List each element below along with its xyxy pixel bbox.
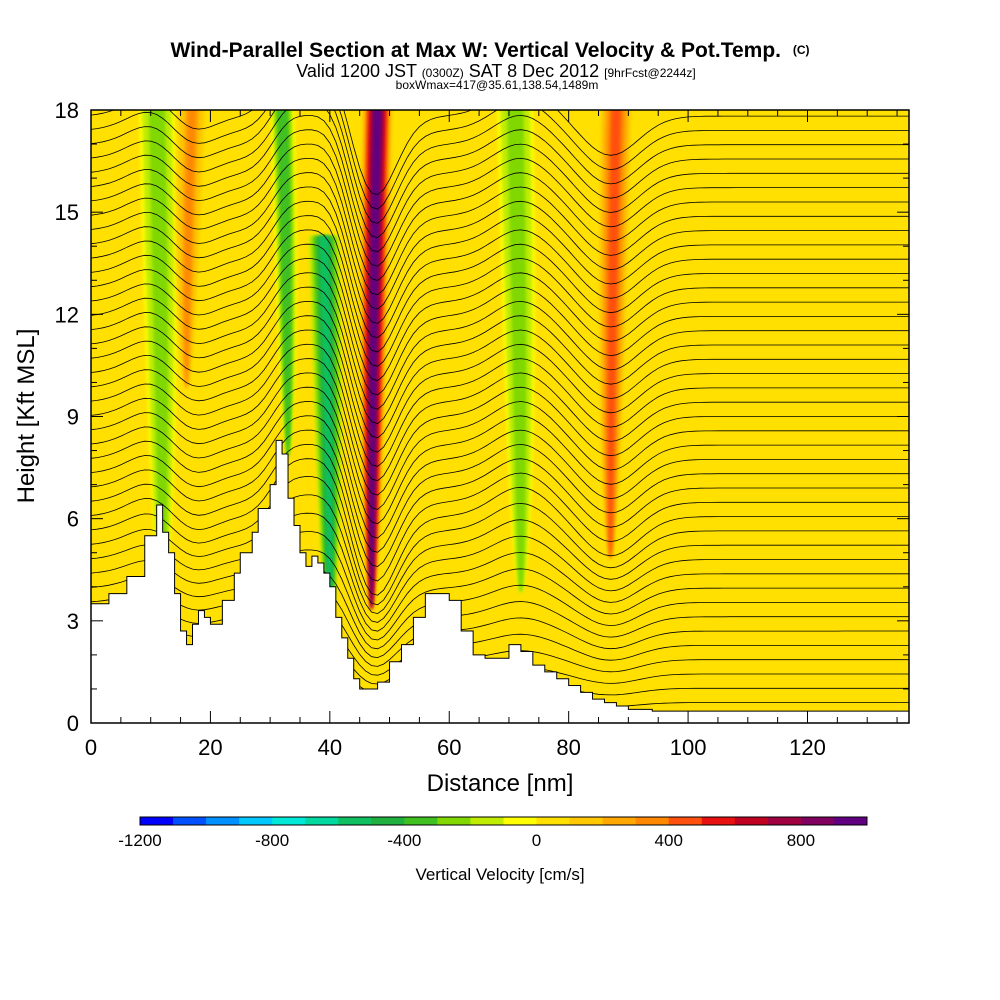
chart-subtitle: Valid 1200 JST (0300Z) SAT 8 Dec 2012 [9… (296, 61, 695, 81)
pot-temp-contour-line (91, 272, 909, 410)
colorbar (139, 816, 868, 826)
pot-temp-contour-line (91, 386, 909, 525)
pot-temp-contour-line (91, 443, 909, 582)
pot-temp-contour-line (91, 315, 909, 453)
colorbar-swatch (734, 817, 769, 825)
colorbar-swatch (635, 817, 670, 825)
pot-temp-contour-line (91, 215, 909, 353)
pot-temp-contour-line (91, 110, 909, 224)
potential-temperature-contours (91, 110, 909, 711)
colorbar-label: Vertical Velocity [cm/s] (415, 865, 584, 884)
colorbar-swatch (536, 817, 571, 825)
x-tick-label: 120 (789, 735, 826, 760)
x-tick-label: 100 (670, 735, 707, 760)
pot-temp-contour-line (91, 512, 909, 623)
colorbar-swatch (569, 817, 604, 825)
pot-temp-contour-line (91, 186, 909, 324)
colorbar-tick-label: 800 (787, 831, 815, 850)
title-tag: (C) (793, 43, 810, 57)
colorbar-swatch (305, 817, 339, 825)
colorbar-swatch (767, 817, 802, 825)
pot-temp-contour-line (91, 549, 909, 641)
pot-temp-contour-line (91, 531, 909, 632)
pot-temp-contour-line (91, 172, 909, 310)
plot-area: 0 20 40 60 80 100 120 0 3 6 9 12 15 18 (55, 98, 910, 760)
colorbar-tick-labels: -1200 -800 -400 0 400 800 (118, 831, 815, 850)
colorbar-swatch (239, 817, 273, 825)
colorbar-tick-label: -400 (387, 831, 421, 850)
pot-temp-contour-line (91, 200, 909, 339)
colorbar-swatch (701, 817, 736, 825)
pot-temp-contour-line (91, 158, 909, 296)
y-tick-label: 9 (67, 405, 79, 430)
pot-temp-contour-line (91, 415, 909, 553)
colorbar-tick-label: -1200 (118, 831, 161, 850)
y-tick-label: 12 (55, 302, 79, 327)
pot-temp-contour-line (91, 115, 909, 253)
pot-temp-contour-line (91, 110, 909, 239)
y-axis-ticks: 0 3 6 9 12 15 18 (55, 98, 909, 736)
colorbar-swatch (371, 817, 405, 825)
colorbar-swatch (437, 817, 471, 825)
pot-temp-contour-line (91, 329, 909, 467)
vertical-velocity-band-5-level-5 (369, 110, 382, 610)
colorbar-swatch (338, 817, 372, 825)
pot-temp-contour-line (91, 286, 909, 424)
pot-temp-contour-line (91, 258, 909, 396)
x-axis-ticks: 0 20 40 60 80 100 120 (85, 110, 898, 760)
pot-temp-contour-line (91, 358, 909, 496)
colorbar-swatch (404, 817, 438, 825)
vertical-velocity-band-2-level-5 (184, 110, 197, 389)
y-tick-label: 6 (67, 507, 79, 532)
colorbar-swatch (833, 817, 868, 825)
pot-temp-contour-line (91, 372, 909, 510)
colorbar-swatch (206, 817, 240, 825)
terrain-mask (91, 439, 909, 723)
pot-temp-contour-line (91, 243, 909, 382)
pot-temp-contour-line (91, 494, 909, 615)
pot-temp-contour-line (91, 143, 909, 281)
colorbar-swatch (140, 817, 174, 825)
pot-temp-contour-line (91, 343, 909, 482)
pot-temp-contour-line (91, 129, 909, 267)
colorbar-swatch (173, 817, 207, 825)
colorbar-swatch (272, 817, 306, 825)
y-tick-label: 3 (67, 609, 79, 634)
colorbar-swatch (800, 817, 835, 825)
colorbar-tick-label: 400 (655, 831, 683, 850)
x-axis-label: Distance [nm] (427, 770, 574, 797)
x-tick-label: 80 (556, 735, 580, 760)
y-tick-label: 0 (67, 711, 79, 736)
y-tick-label: 15 (55, 200, 79, 225)
pot-temp-contour-line (91, 429, 909, 568)
pot-temp-contour-line (91, 110, 909, 196)
x-tick-label: 40 (318, 735, 342, 760)
colorbar-swatch (503, 817, 538, 825)
colorbar-swatch (470, 817, 504, 825)
pot-temp-contour-line (91, 476, 909, 606)
vertical-velocity-band-1-level-5 (151, 110, 166, 593)
y-tick-label: 18 (55, 98, 79, 123)
pot-temp-contour-line (91, 300, 909, 439)
colorbar-tick-label: -800 (255, 831, 289, 850)
colorbar-tick-label: 0 (532, 831, 541, 850)
chart-title: Wind-Parallel Section at Max W: Vertical… (170, 39, 809, 62)
chart-subtitle-box: boxWmax=417@35.61,138.54,1489m (396, 78, 599, 92)
x-tick-label: 0 (85, 735, 97, 760)
x-tick-label: 20 (198, 735, 222, 760)
x-tick-label: 60 (437, 735, 461, 760)
y-axis-label: Height [Kft MSL] (13, 329, 40, 504)
vertical-velocity-band-4-level-5 (319, 236, 333, 627)
vertical-velocity-band-7-level-5 (607, 110, 622, 559)
pot-temp-contour-line (91, 229, 909, 367)
pot-temp-contour-line (91, 401, 909, 539)
pot-temp-contour-line (91, 458, 909, 596)
pot-temp-contour-line (91, 110, 909, 210)
colorbar-swatch (602, 817, 637, 825)
colorbar-swatch (668, 817, 703, 825)
